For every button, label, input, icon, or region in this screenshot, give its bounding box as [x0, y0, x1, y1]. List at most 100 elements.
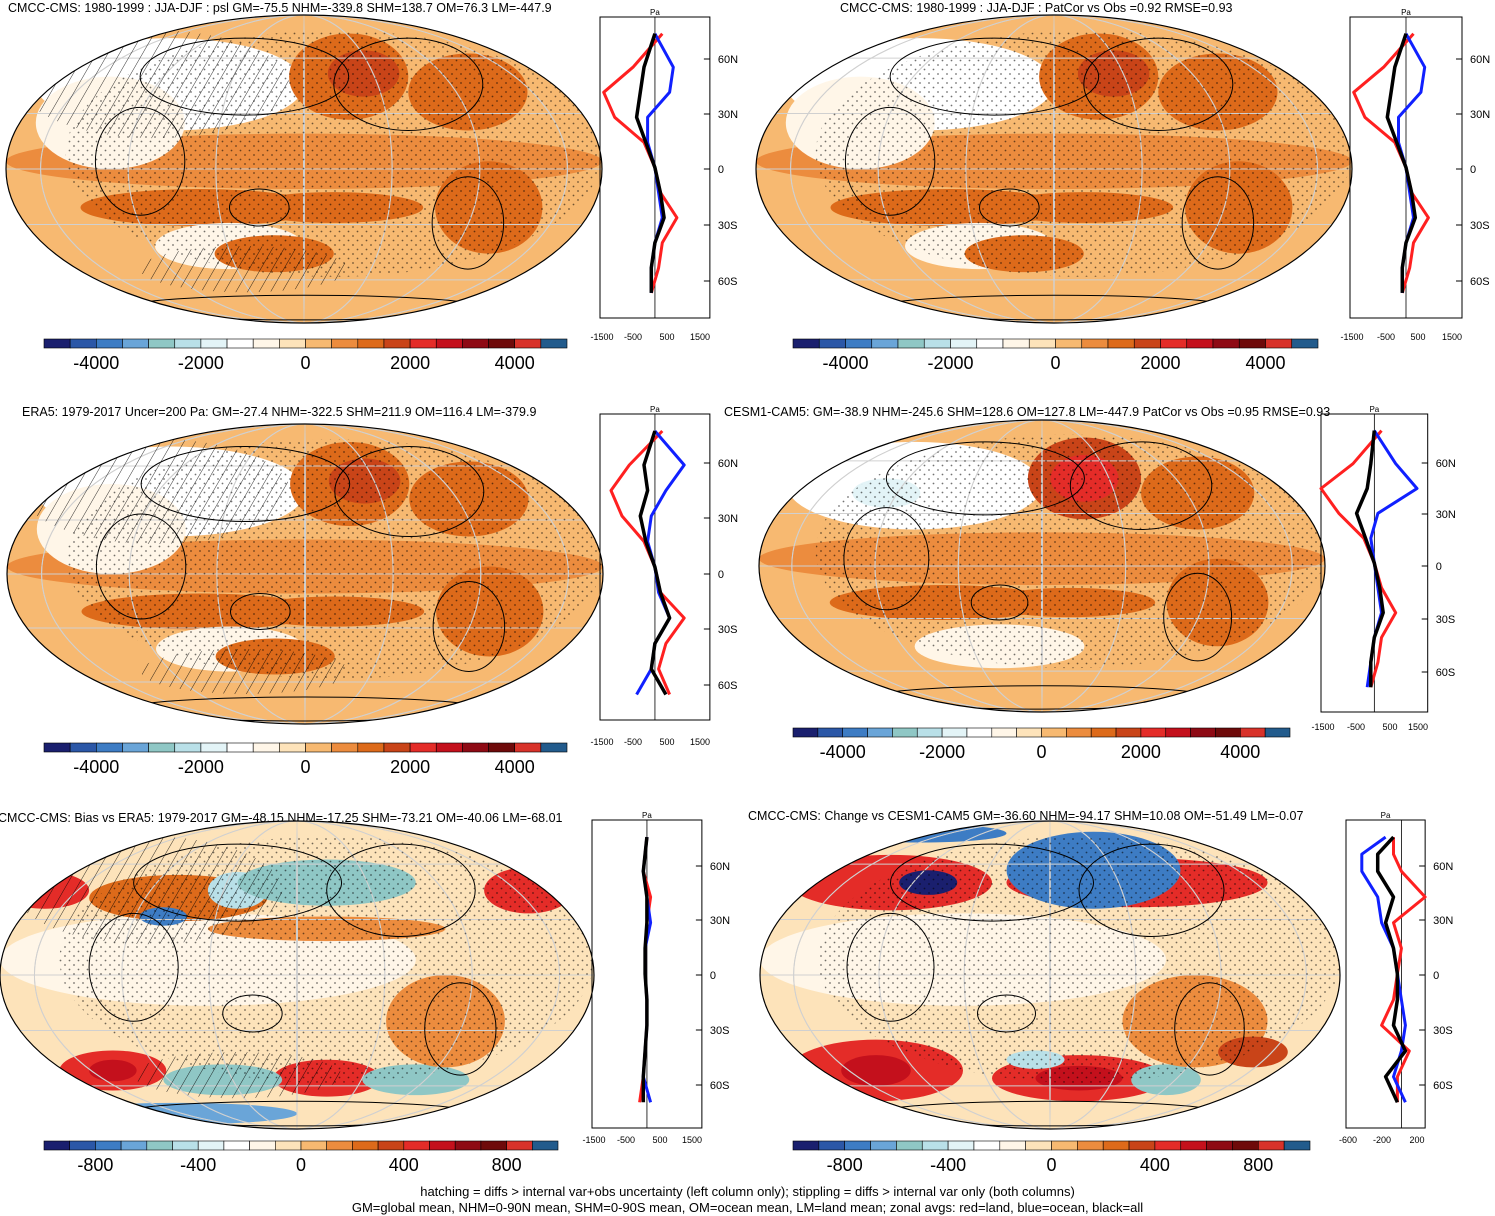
colorbar-box: [1055, 338, 1083, 349]
colorbar-box: [1051, 1140, 1078, 1151]
lat-label: 0: [1470, 164, 1476, 176]
colorbar-box: [867, 727, 893, 738]
colorbar-box: [514, 742, 542, 753]
map-outline: [6, 423, 604, 725]
zonal-line-land: [1380, 837, 1427, 1103]
colorbar-tick-label: -4000: [820, 742, 866, 762]
colorbar-box: [1240, 727, 1266, 738]
hatching: [141, 649, 350, 694]
footer: hatching = diffs > internal var+obs unce…: [0, 1184, 1495, 1216]
colorbar-box: [43, 1140, 71, 1151]
colorbar-box: [1186, 338, 1214, 349]
zonal-line-land: [609, 429, 686, 696]
colorbar-box: [69, 1140, 96, 1151]
panel-title: ERA5: 1979-2017 Uncer=200 Pa: GM=-27.4 N…: [22, 405, 536, 419]
colorbar-box: [1165, 727, 1191, 738]
colorbar: -800 -400 0 400 800: [43, 1140, 559, 1175]
colorbar-box: [999, 1140, 1026, 1151]
colorbar: -4000 -2000 0 2000 4000: [792, 338, 1319, 373]
colorbar-box: [976, 338, 1004, 349]
colorbar-box: [96, 338, 123, 349]
colorbar-tick-label: -4000: [73, 353, 119, 373]
panel-6: CMCC-CMS: Change vs CESM1-CAM5 GM=-36.60…: [748, 809, 1453, 1175]
zonal-tick-label: -500: [1347, 722, 1365, 732]
colorbar-box: [1212, 338, 1240, 349]
colorbar-box: [223, 1140, 250, 1151]
colorbar-box: [357, 338, 385, 349]
colorbar-box: [950, 338, 978, 349]
zonal-unit: Pa: [1369, 405, 1379, 414]
colorbar-box: [1028, 338, 1056, 349]
lat-label: 60N: [710, 861, 730, 873]
colorbar-tick-label: 0: [300, 757, 310, 777]
zonal-mean-panel: 60N 30N 0 30S 60S -1500 -500 500 1500 Pa: [590, 405, 738, 747]
colorbar-box: [120, 1140, 148, 1151]
colorbar-box: [1264, 727, 1291, 738]
lat-label: 60N: [1433, 861, 1453, 873]
zonal-tick-label: -500: [617, 1135, 635, 1145]
colorbar-box: [488, 338, 515, 349]
colorbar-box: [200, 338, 228, 349]
colorbar-box: [540, 742, 568, 753]
colorbar-tick-label: -4000: [73, 757, 119, 777]
colorbar-box: [1077, 1140, 1104, 1151]
hatching: [20, 30, 290, 139]
panel-5: CMCC-CMS: Bias vs ERA5: 1979-2017 GM=-48…: [0, 811, 730, 1175]
colorbar-box: [1133, 338, 1161, 349]
colorbar-box: [540, 338, 568, 349]
lat-label: 30N: [718, 513, 738, 525]
colorbar-box: [892, 727, 918, 738]
zonal-unit: Pa: [1381, 811, 1391, 820]
colorbar-box: [43, 742, 71, 753]
colorbar-box: [357, 742, 385, 753]
colorbar-box: [1154, 1140, 1182, 1151]
zonal-mean-panel: 60N 30N 0 30S 60S -1500 -500 500 1500 Pa: [1311, 405, 1455, 732]
colorbar-box: [1090, 727, 1117, 738]
zonal-unit: Pa: [1401, 8, 1411, 17]
lat-label: 60S: [710, 1080, 730, 1092]
colorbar-box: [792, 1140, 820, 1151]
lat-label: 30N: [710, 915, 730, 927]
map-field: [6, 15, 602, 323]
colorbar-box: [1041, 727, 1067, 738]
zonal-unit: Pa: [650, 8, 660, 17]
panel-title: CMCC-CMS: 1980-1999 : JJA-DJF : PatCor v…: [840, 1, 1233, 15]
lat-label: 30S: [718, 220, 738, 232]
colorbar-box: [845, 338, 873, 349]
panel-title: CMCC-CMS: Change vs CESM1-CAM5 GM=-36.60…: [748, 809, 1303, 823]
colorbar-tick-label: 2000: [390, 757, 430, 777]
lat-label: 30N: [1433, 915, 1453, 927]
colorbar-tick-label: -800: [77, 1155, 113, 1175]
map-outline: [759, 820, 1341, 1130]
colorbar-box: [947, 1140, 975, 1151]
colorbar-box: [1140, 727, 1167, 738]
colorbar-box: [1107, 338, 1135, 349]
map-field: [7, 424, 603, 724]
lat-label: 60S: [718, 680, 738, 692]
zonal-line-all: [1354, 430, 1385, 688]
colorbar-box: [331, 338, 359, 349]
colorbar-box: [462, 742, 489, 753]
colorbar-tick-label: 4000: [495, 353, 535, 373]
colorbar-box: [409, 742, 437, 753]
colorbar-box: [916, 727, 943, 738]
colorbar-tick-label: -800: [827, 1155, 863, 1175]
lat-label: 60S: [1470, 276, 1490, 288]
lat-label: 60N: [1436, 458, 1456, 470]
colorbar-box: [174, 742, 202, 753]
footer-line-1: hatching = diffs > internal var+obs unce…: [420, 1184, 1075, 1199]
zonal-tick-label: -1500: [582, 1135, 605, 1145]
colorbar-box: [480, 1140, 507, 1151]
colorbar-tick-label: 0: [1050, 353, 1060, 373]
colorbar-tick-label: 4000: [1220, 742, 1260, 762]
colorbar-box: [1002, 338, 1030, 349]
hatching: [14, 836, 283, 945]
colorbar-box: [792, 338, 820, 349]
colorbar-tick-label: 800: [492, 1155, 522, 1175]
colorbar-tick-label: 4000: [1245, 353, 1285, 373]
zonal-line-all: [1375, 835, 1408, 1104]
colorbar-box: [818, 1140, 845, 1151]
map-field: [0, 821, 594, 1129]
colorbar-box: [69, 742, 97, 753]
colorbar-tick-label: -2000: [927, 353, 973, 373]
